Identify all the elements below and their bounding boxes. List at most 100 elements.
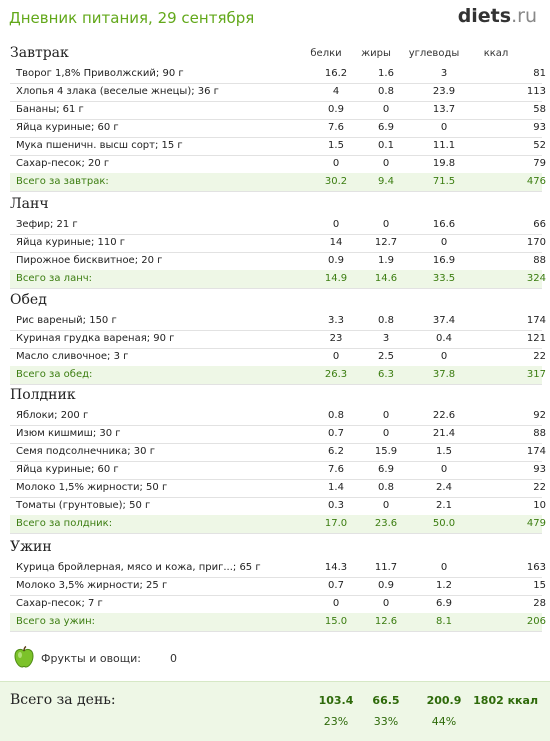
food-row[interactable]: Пирожное бисквитное; 20 г 0.9 1.9 16.9 88	[10, 252, 546, 271]
food-fat: 12.7	[374, 237, 398, 248]
food-row[interactable]: Хлопья 4 злака (веселые жнецы); 36 г 4 0.8…	[10, 83, 546, 102]
food-fat: 6.9	[378, 464, 394, 475]
food-row[interactable]: Рис вареный; 150 г 3.3 0.8 37.4 174	[10, 312, 546, 331]
fruits-value: 0	[170, 652, 177, 665]
food-carbs: 0	[440, 464, 448, 475]
meal-total-protein: 14.9	[324, 273, 348, 284]
food-row[interactable]: Молоко 1,5% жирности; 50 г 1.4 0.8 2.4 22	[10, 479, 546, 498]
food-row[interactable]: Мука пшеничн. высш сорт; 15 г 1.5 0.1 11.1 5…	[10, 137, 546, 156]
food-row[interactable]: Бананы; 61 г 0.9 0 13.7 58	[10, 101, 546, 120]
food-row[interactable]: Курица бройлерная, мясо и кожа, приг...;…	[10, 559, 546, 578]
food-row[interactable]: Томаты (грунтовые); 50 г 0.3 0 2.1 10	[10, 497, 546, 516]
food-kcal: 170	[526, 237, 546, 248]
food-carbs: 1.2	[436, 580, 452, 591]
food-fat: 6.9	[378, 122, 394, 133]
food-protein: 4	[332, 86, 340, 97]
meal-total-label: Всего за завтрак:	[16, 176, 109, 187]
meal-total-carbs: 37.8	[432, 369, 456, 380]
meal-total-row: Всего за полдник: 17.0 23.6 50.0 479	[10, 515, 546, 534]
meal-total-kcal: 324	[526, 273, 546, 284]
food-row[interactable]: Творог 1,8% Приволжский; 90 г 16.2 1.6 3 81	[10, 65, 546, 84]
food-name: Масло сливочное; 3 г	[16, 351, 129, 362]
food-fat: 0	[382, 410, 390, 421]
meal-total-fat: 14.6	[374, 273, 398, 284]
food-row[interactable]: Яйца куриные; 110 г 14 12.7 0 170	[10, 234, 546, 253]
meal-total-row: Всего за завтрак: 30.2 9.4 71.5 476	[10, 173, 546, 192]
column-header-protein: белки	[310, 48, 342, 59]
food-protein: 0	[332, 219, 340, 230]
meal-title: Обед	[10, 292, 47, 308]
food-fat: 0.8	[378, 482, 394, 493]
food-row[interactable]: Семя подсолнечника; 30 г 6.2 15.9 1.5 174	[10, 443, 546, 462]
meal-total-fat: 12.6	[374, 616, 398, 627]
food-fat: 0	[382, 428, 390, 439]
food-kcal: 88	[533, 255, 546, 266]
site-logo[interactable]: diets.ru	[458, 5, 537, 27]
food-name: Семя подсолнечника; 30 г	[16, 446, 155, 457]
meal-total-kcal: 479	[526, 518, 546, 529]
meal-total-row: Всего за ланч: 14.9 14.6 33.5 324	[10, 270, 546, 289]
food-row[interactable]: Яблоки; 200 г 0.8 0 22.6 92	[10, 407, 546, 426]
food-protein: 0.7	[328, 428, 344, 439]
food-kcal: 121	[526, 333, 546, 344]
food-kcal: 52	[533, 140, 546, 151]
food-row[interactable]: Зефир; 21 г 0 0 16.6 66	[10, 216, 546, 235]
day-fat-percent: 33%	[373, 715, 399, 728]
day-total-kcal: 1802 ккал	[473, 694, 538, 707]
food-carbs: 37.4	[432, 315, 456, 326]
food-carbs: 0	[440, 351, 448, 362]
meal-total-label: Всего за ланч:	[16, 273, 93, 284]
food-row[interactable]: Масло сливочное; 3 г 0 2.5 0 22	[10, 348, 546, 367]
food-fat: 1.6	[378, 68, 394, 79]
food-carbs: 13.7	[432, 104, 456, 115]
fruits-vegetables-row: Фрукты и овощи: 0	[12, 645, 312, 671]
food-row[interactable]: Сахар-песок; 20 г 0 0 19.8 79	[10, 155, 546, 174]
food-name: Бананы; 61 г	[16, 104, 84, 115]
food-protein: 7.6	[328, 122, 344, 133]
food-row[interactable]: Яйца куриные; 60 г 7.6 6.9 0 93	[10, 119, 546, 138]
meal-total-fat: 9.4	[378, 176, 394, 187]
food-carbs: 19.8	[432, 158, 456, 169]
day-total-label: Всего за день:	[10, 692, 116, 708]
food-name: Хлопья 4 злака (веселые жнецы); 36 г	[16, 86, 219, 97]
food-name: Яйца куриные; 110 г	[16, 237, 126, 248]
meal-total-label: Всего за обед:	[16, 369, 93, 380]
food-carbs: 2.4	[436, 482, 452, 493]
food-carbs: 0.4	[436, 333, 452, 344]
food-name: Курица бройлерная, мясо и кожа, приг...;…	[16, 562, 261, 573]
food-name: Молоко 1,5% жирности; 50 г	[16, 482, 168, 493]
food-fat: 0.8	[378, 86, 394, 97]
meal-title: Ужин	[10, 539, 52, 555]
food-kcal: 93	[533, 464, 546, 475]
food-protein: 0.7	[328, 580, 344, 591]
food-kcal: 10	[533, 500, 546, 511]
meal-title: Полдник	[10, 387, 76, 403]
meal-total-fat: 23.6	[374, 518, 398, 529]
meal-title: Ланч	[10, 196, 49, 212]
food-protein: 23	[329, 333, 343, 344]
meal-total-kcal: 476	[526, 176, 546, 187]
food-row[interactable]: Изюм кишмиш; 30 г 0.7 0 21.4 88	[10, 425, 546, 444]
meal-total-row: Всего за ужин: 15.0 12.6 8.1 206	[10, 613, 546, 632]
food-row[interactable]: Куриная грудка вареная; 90 г 23 3 0.4 121	[10, 330, 546, 349]
food-kcal: 174	[526, 315, 546, 326]
food-protein: 0.8	[328, 410, 344, 421]
food-protein: 0.9	[328, 104, 344, 115]
meal-total-protein: 17.0	[324, 518, 348, 529]
meal-total-carbs: 71.5	[432, 176, 456, 187]
food-row[interactable]: Яйца куриные; 60 г 7.6 6.9 0 93	[10, 461, 546, 480]
food-protein: 0.9	[328, 255, 344, 266]
column-header-fat: жиры	[361, 48, 391, 59]
food-protein: 1.5	[328, 140, 344, 151]
food-row[interactable]: Сахар-песок; 7 г 0 0 6.9 28	[10, 595, 546, 614]
day-protein-percent: 23%	[323, 715, 349, 728]
food-name: Сахар-песок; 7 г	[16, 598, 103, 609]
food-fat: 0	[382, 219, 390, 230]
food-name: Зефир; 21 г	[16, 219, 78, 230]
food-fat: 0	[382, 158, 390, 169]
food-row[interactable]: Молоко 3,5% жирности; 25 г 0.7 0.9 1.2 15	[10, 577, 546, 596]
food-carbs: 21.4	[432, 428, 456, 439]
column-header-carbs: углеводы	[408, 48, 460, 59]
food-name: Яйца куриные; 60 г	[16, 464, 119, 475]
food-protein: 0	[332, 158, 340, 169]
